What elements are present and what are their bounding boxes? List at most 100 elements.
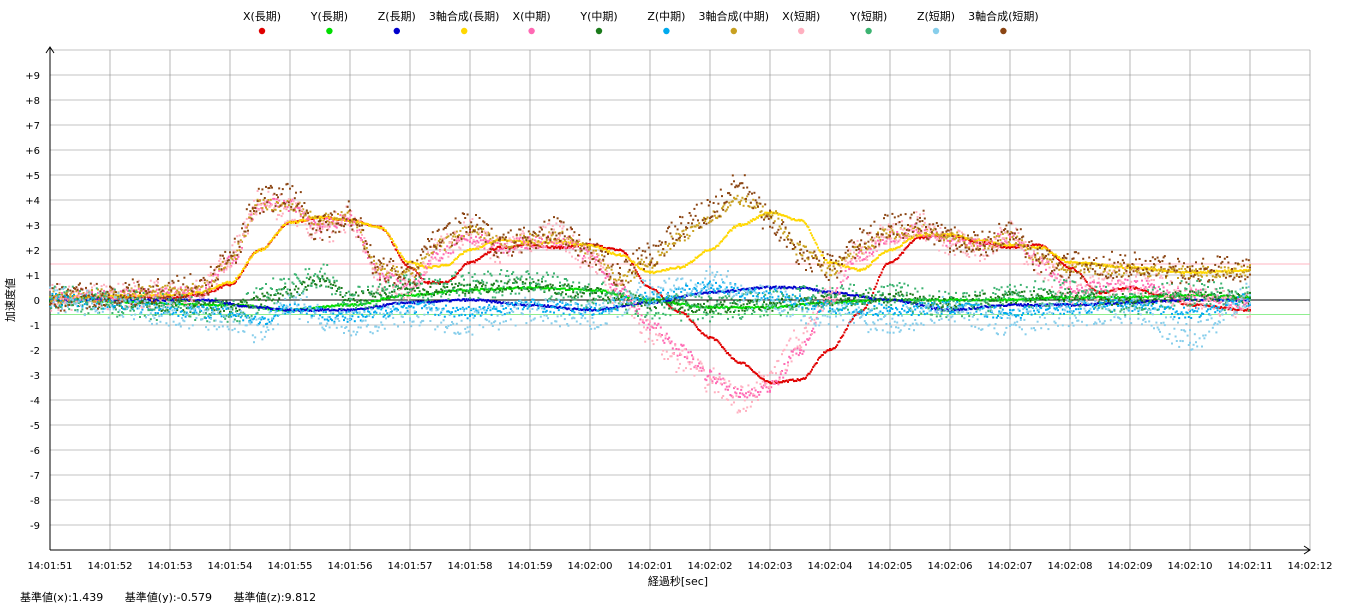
data-point: [752, 394, 755, 397]
data-point: [106, 300, 109, 303]
data-point: [1213, 306, 1215, 309]
data-point: [317, 309, 320, 312]
data-point: [723, 236, 726, 239]
data-point: [188, 292, 191, 295]
data-point: [646, 285, 649, 288]
data-point: [857, 312, 860, 315]
data-point: [969, 308, 972, 311]
data-point: [293, 207, 296, 210]
data-point: [193, 290, 195, 293]
data-point: [1221, 307, 1224, 310]
data-point: [730, 229, 733, 232]
data-point: [842, 334, 845, 337]
data-point: [349, 309, 351, 312]
data-point: [577, 245, 579, 248]
data-point: [1025, 298, 1028, 301]
data-point: [375, 300, 378, 303]
data-point: [1203, 271, 1206, 274]
data-point: [1069, 296, 1071, 299]
data-point: [987, 239, 990, 242]
data-point: [544, 305, 547, 308]
data-point: [802, 377, 805, 380]
data-point: [815, 362, 818, 364]
data-point: [377, 226, 380, 228]
data-point: [496, 239, 499, 242]
data-point: [303, 219, 306, 222]
data-point: [691, 354, 693, 357]
data-point: [764, 286, 767, 289]
data-point: [1009, 243, 1011, 246]
data-point: [347, 218, 350, 220]
data-point: [221, 282, 224, 285]
data-point: [844, 269, 847, 272]
data-point: [533, 303, 536, 306]
data-point: [1119, 296, 1122, 299]
data-point: [98, 294, 101, 297]
data-point: [628, 295, 631, 298]
data-point: [166, 293, 169, 296]
data-point: [823, 301, 825, 304]
data-point: [856, 255, 859, 257]
data-point: [665, 301, 668, 304]
data-point: [223, 304, 225, 307]
data-point: [416, 293, 419, 296]
data-point: [543, 304, 546, 307]
data-point: [429, 301, 432, 304]
data-point: [1145, 300, 1148, 303]
data-point: [766, 390, 769, 393]
data-point: [716, 305, 719, 308]
data-point: [531, 304, 534, 307]
data-point: [1133, 287, 1136, 290]
data-point: [982, 238, 985, 241]
data-point: [1159, 299, 1161, 302]
data-point: [878, 276, 881, 278]
data-point: [765, 211, 768, 214]
data-point: [872, 299, 875, 302]
data-point: [181, 298, 183, 301]
data-point: [943, 300, 945, 302]
data-point: [892, 247, 895, 250]
data-point: [1196, 272, 1199, 275]
data-point: [515, 303, 518, 306]
data-point: [979, 239, 981, 242]
data-point: [626, 304, 629, 307]
data-point: [1072, 261, 1075, 264]
data-point: [736, 224, 739, 227]
data-point: [831, 261, 834, 264]
data-point: [601, 290, 603, 293]
data-point: [1005, 299, 1008, 302]
data-point: [267, 200, 270, 203]
data-point: [855, 267, 858, 270]
data-point: [359, 237, 362, 239]
data-point: [1185, 303, 1188, 306]
data-point: [950, 298, 953, 301]
data-point: [327, 216, 330, 219]
data-point: [391, 241, 393, 244]
legend-entry: 3軸合成(短期): [968, 9, 1039, 35]
data-point: [1036, 244, 1039, 247]
data-point: [525, 240, 528, 243]
data-point: [958, 309, 961, 312]
data-point: [796, 347, 799, 350]
data-point: [1208, 293, 1211, 296]
data-point: [615, 248, 618, 251]
data-point: [1136, 287, 1139, 290]
data-point: [1033, 246, 1035, 248]
data-point: [839, 281, 842, 284]
data-point: [475, 288, 477, 291]
data-point: [460, 299, 463, 302]
data-point: [747, 221, 750, 224]
data-point: [275, 198, 278, 201]
data-point: [151, 296, 153, 299]
data-point: [795, 352, 798, 355]
data-point: [419, 277, 422, 279]
data-point: [904, 231, 907, 234]
data-point: [1053, 297, 1056, 300]
data-point: [269, 240, 272, 243]
data-point: [1076, 303, 1079, 306]
data-point: [599, 244, 602, 247]
data-point: [1077, 270, 1080, 273]
data-point: [868, 298, 871, 301]
data-point: [1034, 298, 1037, 301]
data-point: [671, 267, 674, 270]
